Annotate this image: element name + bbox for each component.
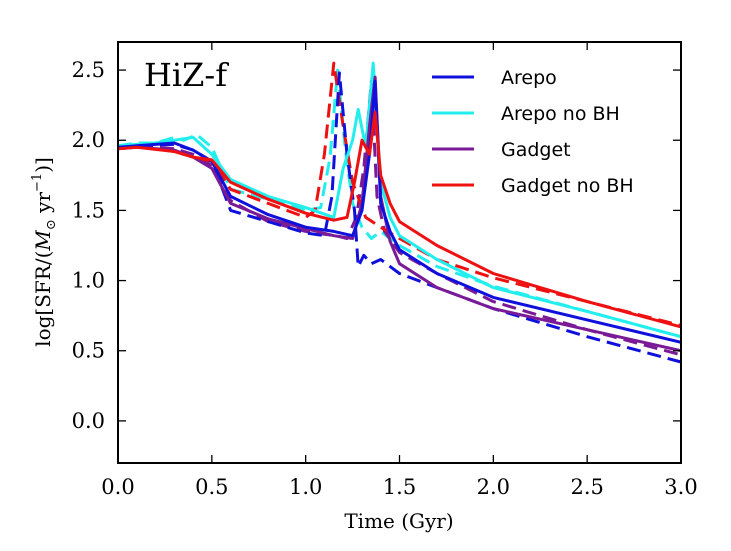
y-axis-label-msym: M — [31, 230, 55, 252]
legend-label-arepo: Arepo — [501, 67, 557, 89]
x-tick-label-2: 1.0 — [289, 475, 322, 499]
legend: Arepo Arepo no BH Gadget Gadget no BH — [432, 67, 634, 197]
y-axis-label-unit: yr — [31, 192, 55, 220]
series-layer — [117, 61, 682, 364]
x-tick-labels: 0.0 0.5 1.0 1.5 2.0 2.5 3.0 — [101, 475, 697, 499]
y-tick-label-4: 2.0 — [72, 128, 105, 152]
series-line-gadget-no-bh — [117, 110, 682, 329]
legend-label-arepo-no-bh: Arepo no BH — [501, 103, 620, 125]
series-line-arepo-no-bh — [117, 61, 682, 339]
y-tick-label-2: 1.0 — [72, 269, 105, 293]
series-line-arepo — [117, 79, 682, 344]
x-tick-label-4: 2.0 — [477, 475, 510, 499]
panel-title: HiZ-f — [144, 56, 229, 94]
y-axis-label-prefix: log[SFR/( — [31, 251, 55, 347]
x-tick-label-6: 3.0 — [664, 475, 697, 499]
y-tick-label-3: 1.5 — [72, 198, 105, 222]
y-axis-label: log[SFR/(M⊙ yr−1)] — [30, 157, 59, 347]
y-tick-label-5: 2.5 — [72, 58, 105, 82]
x-tick-label-3: 1.5 — [383, 475, 416, 499]
x-tick-label-1: 0.5 — [195, 475, 228, 499]
legend-label-gadget-no-bh: Gadget no BH — [501, 175, 634, 197]
legend-label-gadget: Gadget — [501, 139, 571, 161]
y-tick-labels: 0.0 0.5 1.0 1.5 2.0 2.5 — [72, 58, 105, 433]
y-tick-label-1: 0.5 — [72, 339, 105, 363]
x-axis-label: Time (Gyr) — [344, 509, 453, 533]
y-tick-label-0: 0.0 — [72, 409, 105, 433]
plot-frame — [117, 41, 682, 464]
x-tick-label-0: 0.0 — [101, 475, 134, 499]
y-axis-label-exp: −1 — [30, 173, 45, 192]
y-axis-label-sun: ⊙ — [44, 219, 59, 230]
x-tick-label-5: 2.5 — [570, 475, 603, 499]
series-line-gadget-no-bh-dashed — [117, 61, 682, 327]
y-axis-label-suffix: )] — [31, 157, 55, 173]
